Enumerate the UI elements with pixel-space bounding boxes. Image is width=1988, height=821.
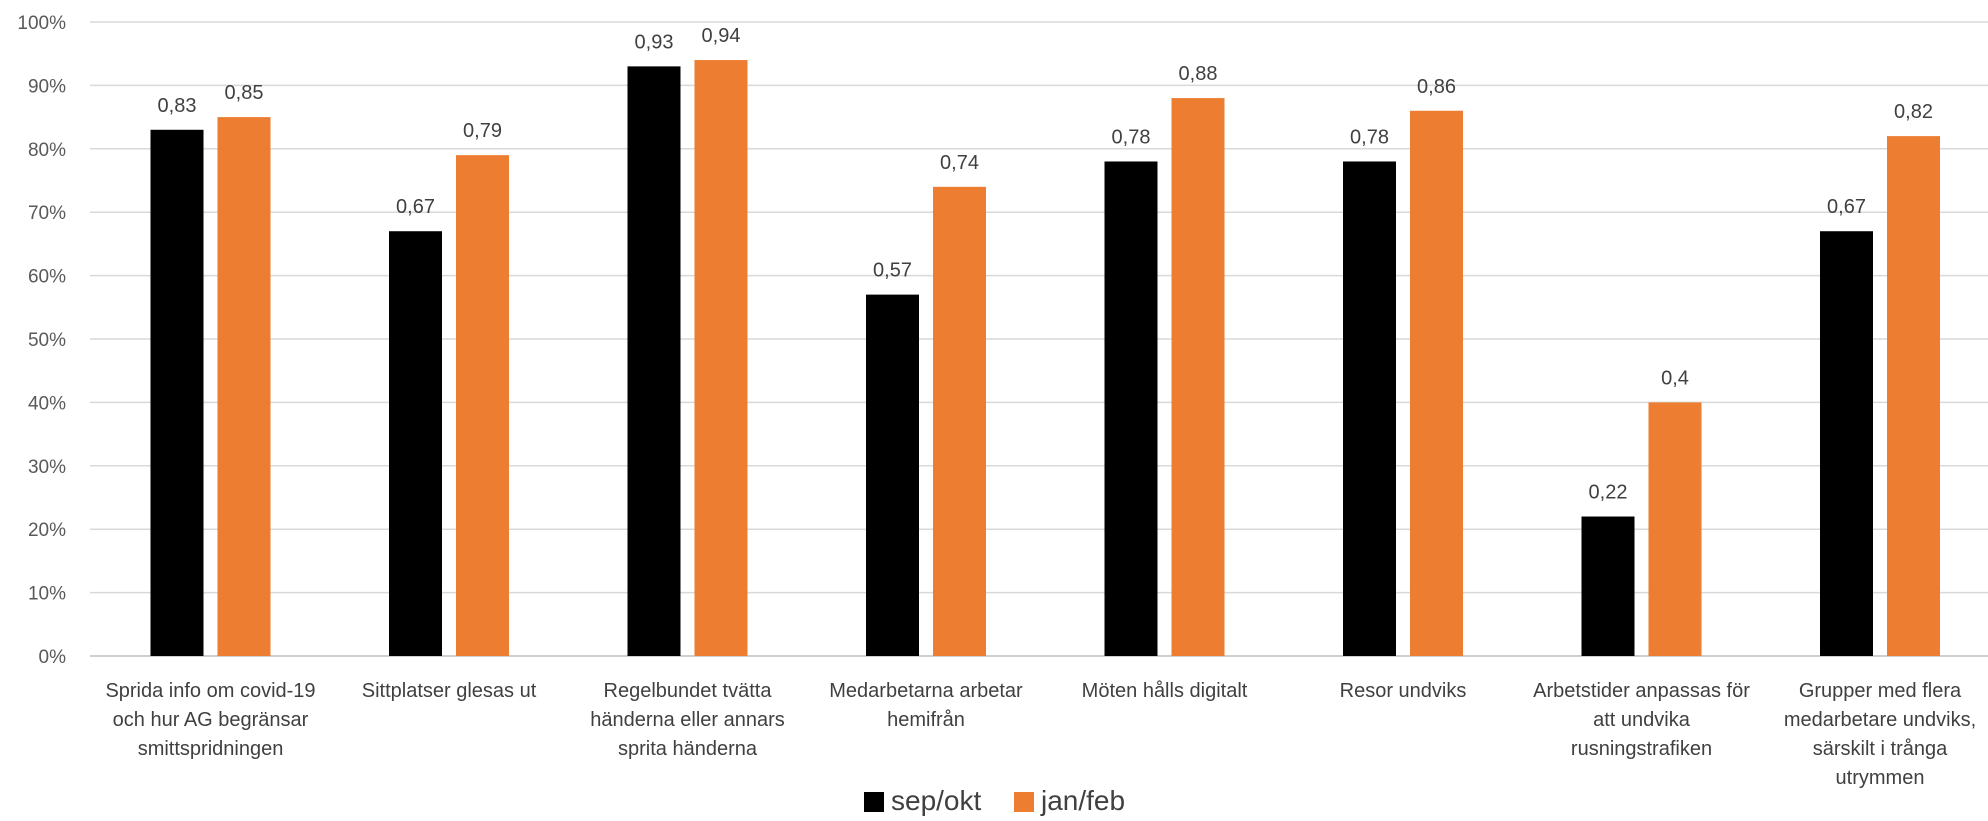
category-label-line: Sprida info om covid-19 (105, 680, 315, 702)
data-label: 0,94 (702, 25, 741, 47)
category-label-line: medarbetare undviks, (1784, 709, 1976, 731)
y-tick-label: 60% (28, 267, 66, 288)
category-label-line: sprita händerna (618, 738, 758, 760)
data-label: 0,78 (1112, 126, 1151, 148)
y-axis-ticks: 0% 10% 20% 30% 40% 50% 60% 70% 80% 90% 100% (17, 13, 66, 668)
bar-sep-okt (1581, 516, 1635, 656)
bar-jan-feb (1171, 98, 1225, 656)
data-label: 0,83 (158, 95, 197, 117)
y-tick-label: 90% (28, 76, 66, 97)
category-label-line: Möten hålls digitalt (1082, 680, 1248, 702)
category-label: Sprida info om covid-19 och hur AG begrän… (105, 680, 315, 760)
category-label: Arbetstider anpassas för att undvika rusni… (1533, 680, 1750, 760)
y-tick-label: 100% (17, 13, 66, 34)
data-label: 0,82 (1894, 101, 1933, 123)
category-label-line: Arbetstider anpassas för (1533, 680, 1750, 702)
data-label: 0,67 (1827, 196, 1866, 218)
y-tick-label: 20% (28, 520, 66, 541)
data-label: 0,78 (1350, 126, 1389, 148)
y-tick-label: 70% (28, 203, 66, 224)
data-label: 0,57 (873, 260, 912, 282)
data-label: 0,74 (940, 152, 979, 174)
data-label: 0,67 (396, 196, 435, 218)
bar-jan-feb (1648, 402, 1702, 656)
gridlines (90, 21, 1988, 657)
category-label-line: och hur AG begränsar (113, 709, 309, 731)
category-label-line: smittspridningen (138, 738, 284, 760)
bar-jan-feb (456, 155, 509, 656)
data-label: 0,79 (463, 120, 502, 142)
category-label: Möten hålls digitalt (1082, 680, 1248, 702)
bar-sep-okt (866, 294, 919, 656)
data-label: 0,86 (1417, 76, 1456, 98)
legend-label: sep/okt (891, 785, 981, 816)
category-label-line: särskilt i trånga (1813, 738, 1948, 760)
legend-swatch (864, 792, 884, 812)
legend-label: jan/feb (1040, 785, 1125, 816)
data-labels: 0,83 0,85 0,67 0,79 0,93 0,94 0,57 0,74 0,78 0,88… (158, 25, 1933, 503)
category-label-line: Sittplatser glesas ut (362, 680, 537, 702)
category-label-line: Resor undviks (1340, 680, 1467, 702)
y-tick-label: 10% (28, 584, 66, 605)
data-label: 0,85 (225, 82, 264, 104)
bar-sep-okt (1820, 231, 1873, 656)
y-tick-label: 40% (28, 393, 66, 414)
bar-jan-feb (694, 60, 748, 657)
category-label-line: utrymmen (1836, 767, 1925, 789)
category-label-line: Medarbetarna arbetar (829, 680, 1023, 702)
bar-jan-feb (217, 117, 271, 657)
y-tick-label: 80% (28, 140, 66, 161)
y-tick-label: 0% (39, 647, 67, 668)
category-label-line: att undvika (1593, 709, 1691, 731)
legend: sep/okt jan/feb (864, 785, 1125, 816)
bar-sep-okt (150, 129, 204, 656)
category-label: Grupper med flera medarbetare undviks, sär… (1784, 680, 1976, 789)
y-tick-label: 30% (28, 457, 66, 478)
bar-jan-feb (1887, 136, 1940, 656)
y-tick-label: 50% (28, 330, 66, 351)
bar-jan-feb (1410, 110, 1463, 656)
bar-sep-okt (1343, 161, 1396, 657)
data-label: 0,88 (1179, 63, 1218, 85)
bar-sep-okt (627, 66, 681, 656)
bars (150, 60, 1940, 657)
bar-sep-okt (1104, 161, 1158, 657)
category-label-line: Grupper med flera (1799, 680, 1962, 702)
category-label: Regelbundet tvätta händerna eller annars s… (590, 680, 785, 760)
bar-sep-okt (389, 231, 442, 656)
category-label: Resor undviks (1340, 680, 1467, 702)
data-label: 0,4 (1661, 367, 1689, 389)
category-label-line: hemifrån (887, 709, 965, 731)
legend-swatch (1014, 792, 1034, 812)
data-label: 0,93 (635, 31, 674, 53)
category-label: Sittplatser glesas ut (362, 680, 537, 702)
category-label: Medarbetarna arbetar hemifrån (829, 680, 1023, 731)
data-label: 0,22 (1589, 482, 1628, 504)
category-label-line: rusningstrafiken (1571, 738, 1712, 760)
category-label-line: händerna eller annars (590, 709, 785, 731)
category-labels: Sprida info om covid-19 och hur AG begrän… (105, 680, 1976, 789)
bar-jan-feb (933, 186, 986, 656)
category-label-line: Regelbundet tvätta (604, 680, 773, 702)
